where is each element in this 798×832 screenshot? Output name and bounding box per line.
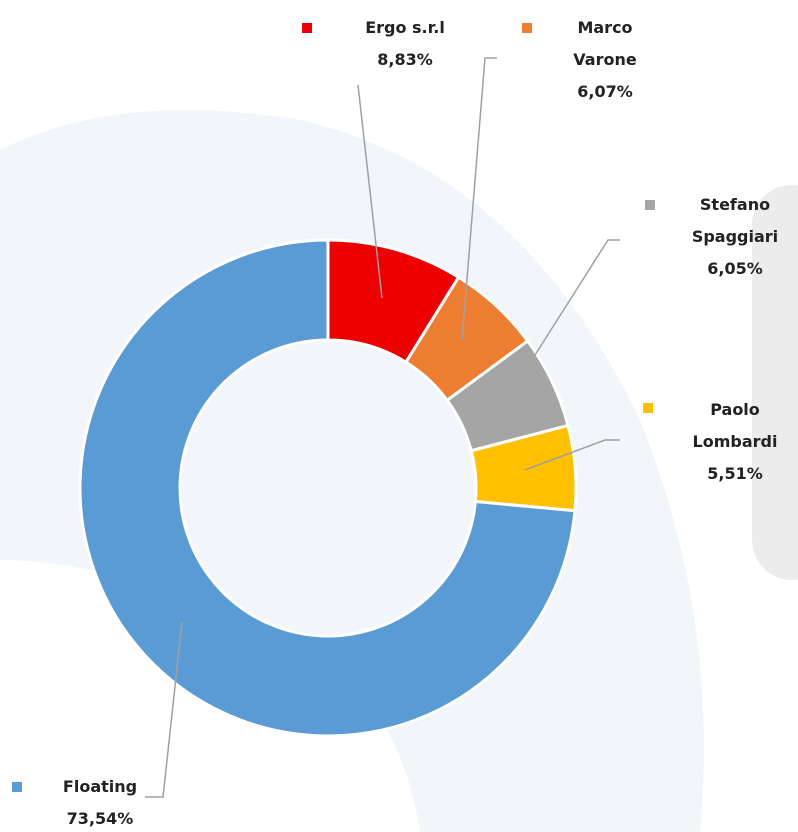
value-label: 73,54% xyxy=(66,809,134,828)
category-name: Marco Varone xyxy=(573,18,637,69)
data-label: Ergo s.r.l 8,83% xyxy=(350,12,460,76)
data-label: Paolo Lombardi 5,51% xyxy=(680,394,790,490)
leader-lines xyxy=(145,57,620,798)
legend-marker xyxy=(643,403,653,413)
value-label: 6,07% xyxy=(577,82,633,101)
slices xyxy=(78,238,578,738)
data-label: Marco Varone 6,07% xyxy=(550,12,660,108)
category-name: Floating xyxy=(62,777,138,796)
value-label: 5,51% xyxy=(707,464,763,483)
data-label: Stefano Spaggiari 6,05% xyxy=(680,189,790,285)
leader-line xyxy=(524,439,620,471)
legend-marker xyxy=(12,782,22,792)
legend-marker xyxy=(522,23,532,33)
value-label: 8,83% xyxy=(377,50,433,69)
category-name: Paolo Lombardi xyxy=(692,400,778,451)
leader-line xyxy=(357,84,383,299)
leader-line xyxy=(534,239,620,356)
category-name: Ergo s.r.l xyxy=(365,18,445,37)
value-label: 6,05% xyxy=(707,259,763,278)
legend-marker xyxy=(302,23,312,33)
leader-line xyxy=(461,57,497,341)
background-panel xyxy=(752,185,798,580)
leader-line xyxy=(145,621,183,798)
data-label: Floating 73,54% xyxy=(45,771,155,832)
category-name: Stefano Spaggiari xyxy=(691,195,779,246)
legend-marker xyxy=(645,200,655,210)
slice xyxy=(78,238,577,738)
